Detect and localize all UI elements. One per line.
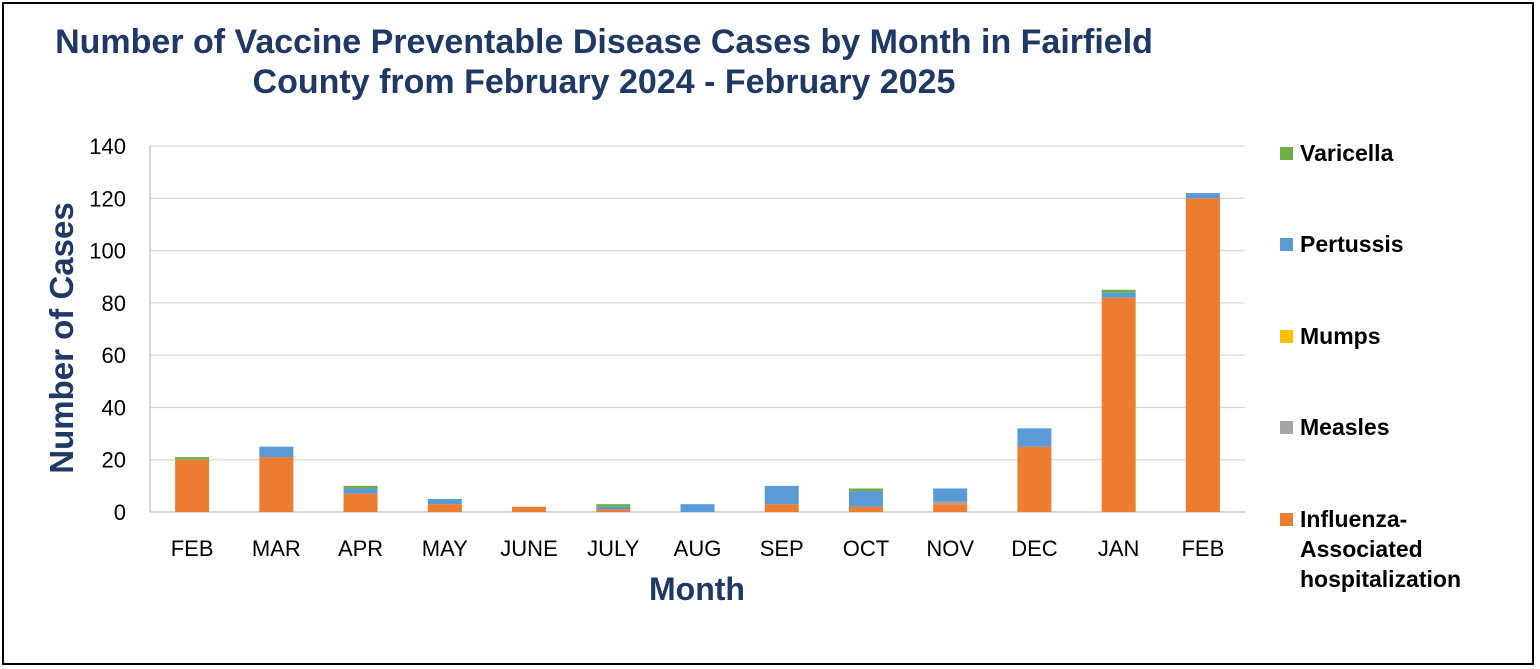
legend-item: Mumps [1280, 323, 1381, 349]
legend-item: Influenza- Associated hospitalization [1280, 506, 1461, 592]
x-tick-label: FEB [171, 536, 214, 561]
legend-swatch [1280, 147, 1293, 160]
bar-segment [764, 485, 799, 505]
y-tick-label: 100 [89, 239, 126, 264]
bar-segment [343, 485, 378, 489]
bar-segment [1185, 198, 1220, 513]
bar-segment [933, 504, 968, 512]
bar-segment [259, 446, 294, 458]
bar-segment [175, 457, 210, 460]
x-axis-title: Month [649, 571, 745, 607]
x-tick-label: JAN [1098, 536, 1140, 561]
legend-item: Measles [1280, 414, 1390, 440]
legend-item: Pertussis [1280, 231, 1404, 257]
bar-segment [343, 488, 378, 494]
gridlines [149, 145, 1245, 513]
y-tick-label: 20 [102, 448, 126, 473]
y-tick-label: 40 [102, 395, 126, 420]
x-tick-label: MAR [252, 536, 301, 561]
bar-segment [848, 491, 883, 507]
bar-segment [1185, 193, 1220, 199]
bar-segment [1101, 297, 1136, 512]
y-axis-title: Number of Cases [43, 202, 80, 473]
legend-swatch [1280, 330, 1293, 343]
y-tick-label: 140 [89, 134, 126, 159]
bar-segment [848, 506, 883, 512]
y-tick-label: 120 [89, 186, 126, 211]
x-tick-label: JUNE [500, 536, 557, 561]
bar-segment [596, 506, 631, 510]
bar-segment [427, 504, 462, 512]
x-tick-label: JULY [587, 536, 639, 561]
legend-swatch [1280, 238, 1293, 251]
legend-label: Varicella [1300, 140, 1394, 166]
chart-title: Number of Vaccine Preventable Disease Ca… [55, 23, 1153, 101]
bar-segment [596, 504, 631, 507]
y-tick-label: 80 [102, 291, 126, 316]
x-tick-label: OCT [843, 536, 889, 561]
bar-segment [259, 457, 294, 512]
y-tick-label: 60 [102, 343, 126, 368]
x-tick-label: SEP [760, 536, 804, 561]
bar-segment [427, 498, 462, 505]
legend-swatch [1280, 513, 1293, 526]
legend-label: Pertussis [1300, 231, 1404, 257]
y-tick-label: 0 [114, 500, 126, 525]
legend-item: Varicella [1280, 140, 1394, 166]
bar-segment [933, 488, 968, 502]
bar-segment [1101, 289, 1136, 293]
x-tick-label: AUG [674, 536, 722, 561]
bar-segment [764, 504, 799, 512]
legend-swatch [1280, 421, 1293, 434]
legend: Varicella Pertussis Mumps Measles Influenza-… [1280, 140, 1461, 592]
bar-segment [596, 509, 631, 512]
x-tick-labels: FEB MAR APR MAY JUNE JULY AUG SEP OCT NOV DEC JAN FE… [171, 536, 1225, 561]
bar-segment [343, 493, 378, 512]
legend-label: hospitalization [1300, 566, 1461, 592]
x-tick-label: NOV [926, 536, 974, 561]
bar-group [175, 193, 1220, 513]
bar-segment [175, 459, 210, 512]
legend-label: Mumps [1300, 323, 1381, 349]
bar-segment [933, 501, 968, 505]
legend-label: Associated [1300, 536, 1423, 562]
bar-segment [1101, 292, 1136, 298]
bar-segment [848, 488, 883, 492]
x-tick-label: FEB [1181, 536, 1224, 561]
legend-label: Measles [1300, 414, 1390, 440]
bar-segment [1017, 446, 1052, 512]
x-tick-label: DEC [1011, 536, 1058, 561]
x-tick-label: MAY [422, 536, 468, 561]
bar-segment [512, 506, 547, 512]
bar-segment [680, 504, 715, 512]
legend-label: Influenza- [1300, 506, 1407, 532]
x-tick-label: APR [338, 536, 383, 561]
y-tick-labels: 0 20 40 60 80 100 120 140 [89, 134, 126, 525]
bar-segment [1017, 428, 1052, 447]
